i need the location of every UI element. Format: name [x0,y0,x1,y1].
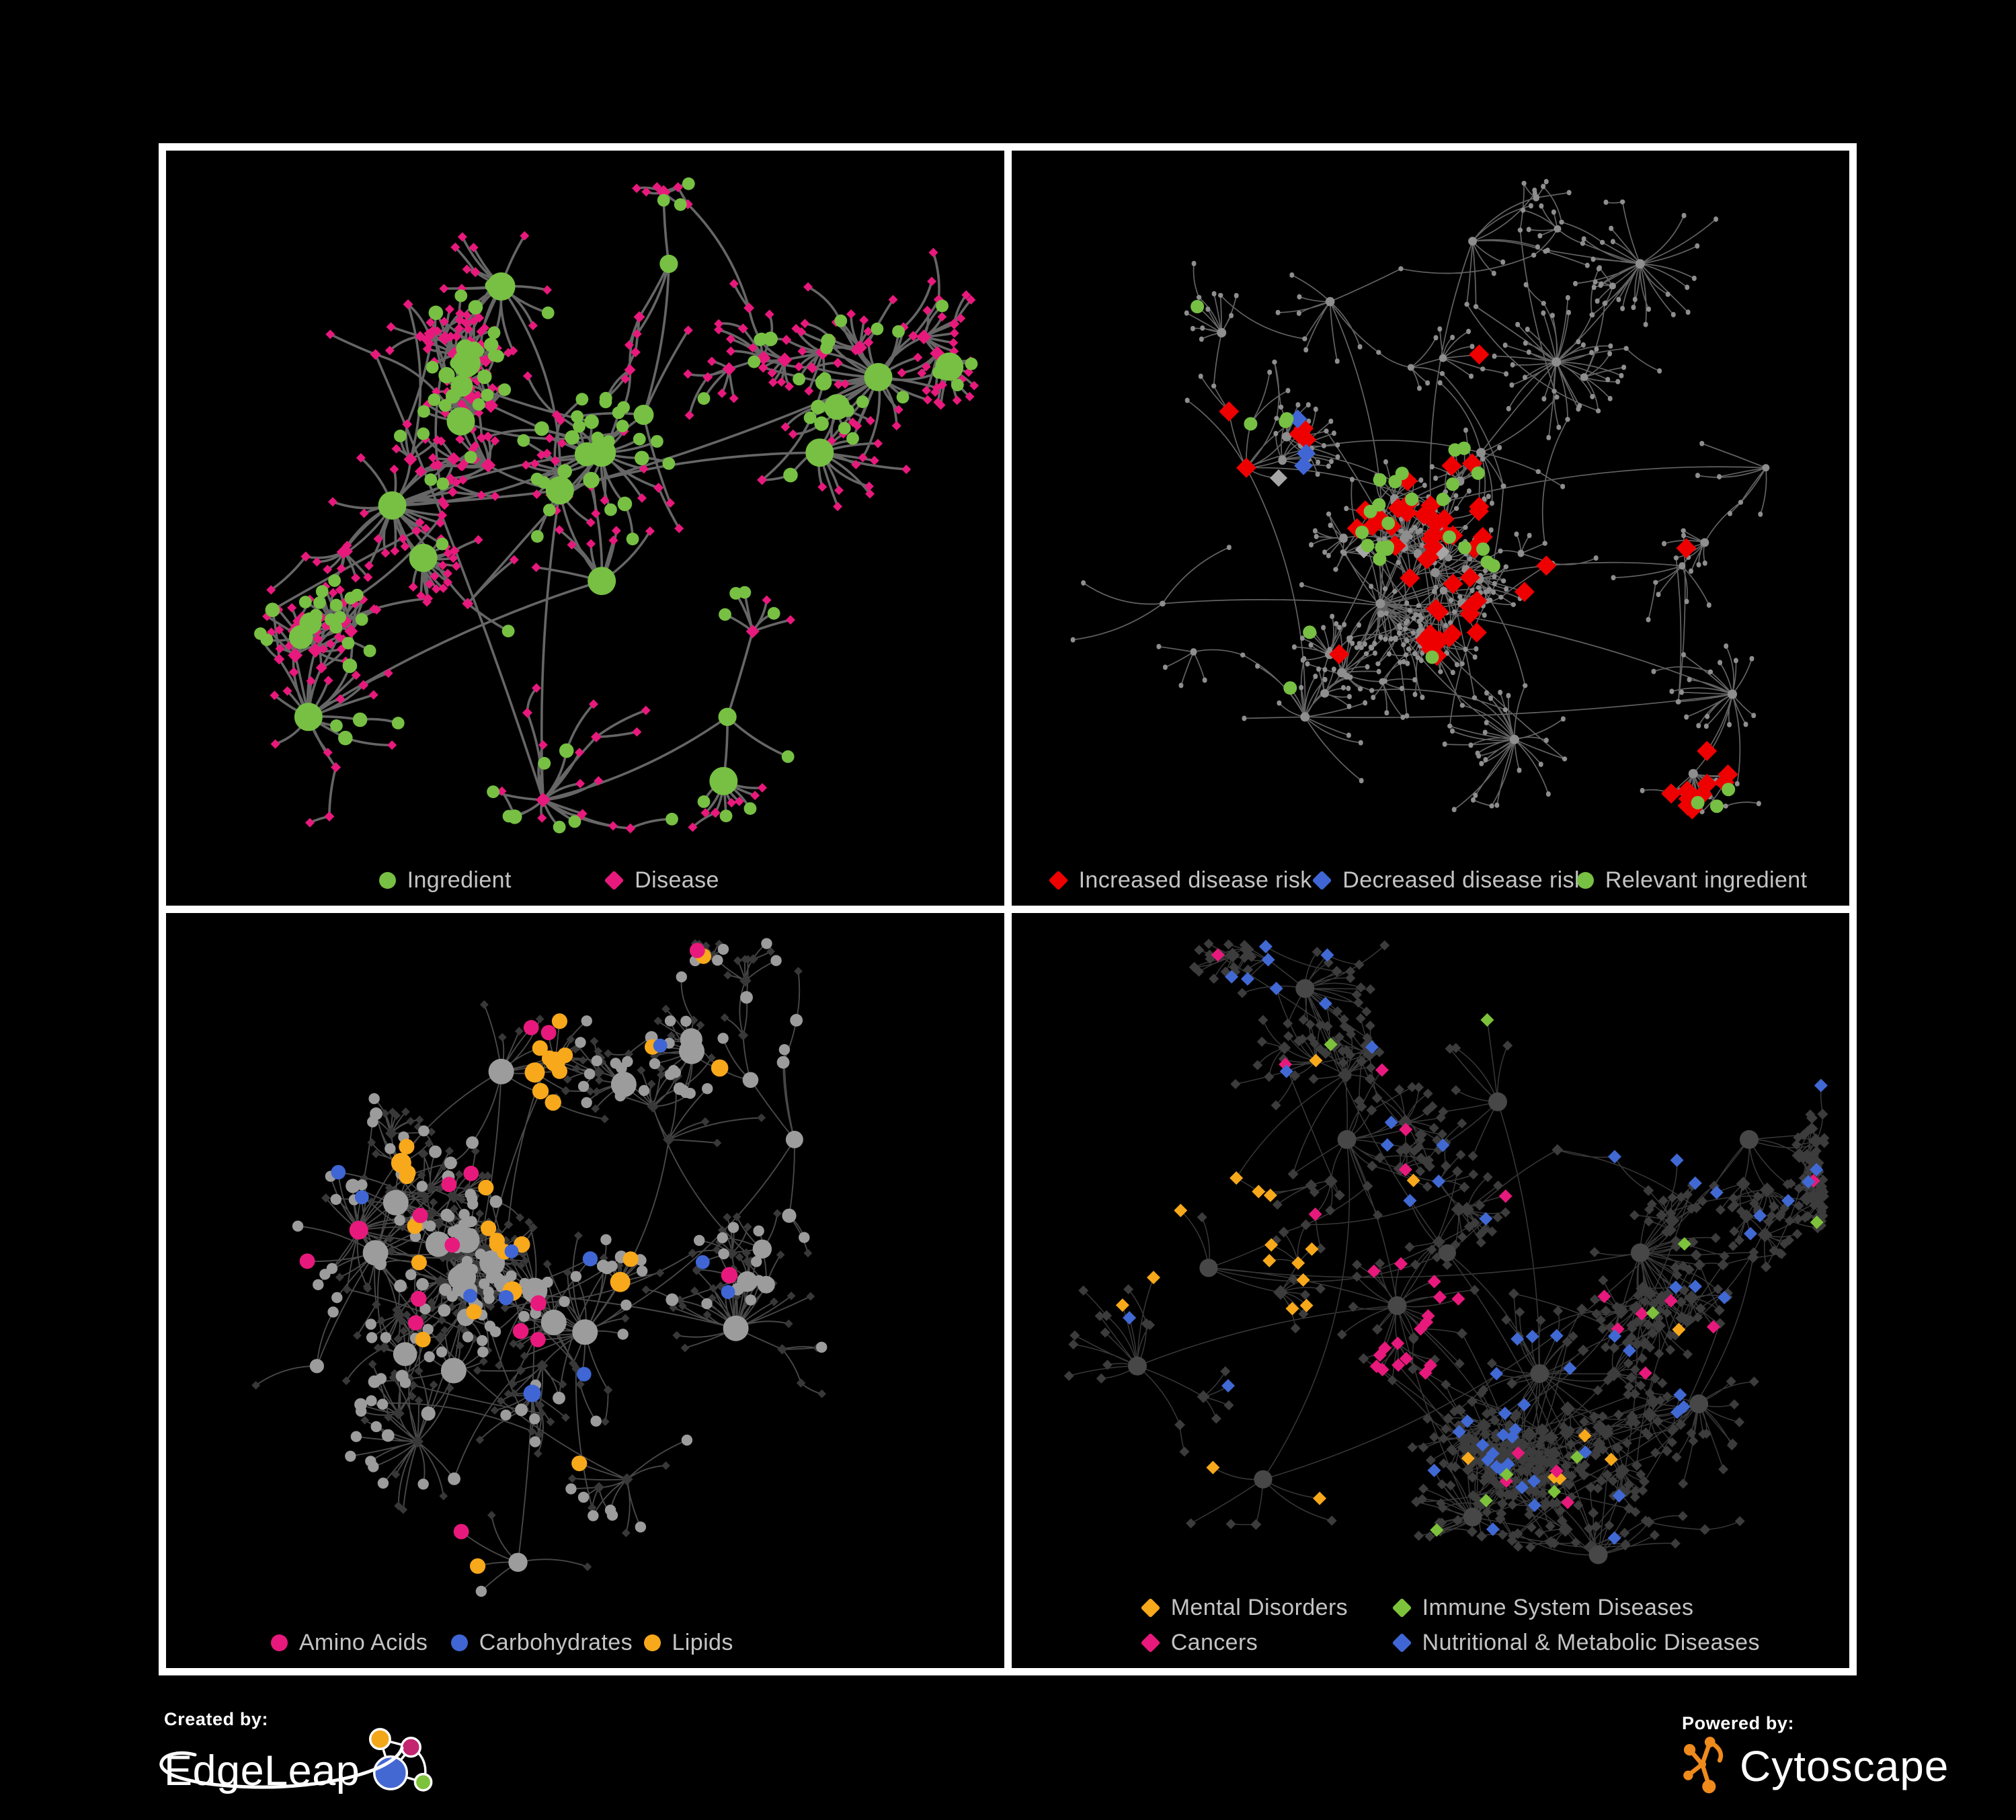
legend-item: Ingredient [378,867,512,894]
cytoscape-wordmark: Cytoscape [1740,1742,1949,1790]
edgeleap-logo [369,1728,433,1792]
diamond-marker-icon [1312,870,1332,891]
legend-item: Mental Disorders [1140,1595,1348,1621]
network-edges [255,943,822,1592]
panel-nutrient-classes: Amino Acids Carbohydrates Lipids [166,913,1004,1668]
edgeleap-node-orange [369,1728,392,1751]
edgeleap-wordmark: EdgeLeap [164,1747,360,1794]
legend-item: Amino Acids [270,1630,428,1656]
network-nodes-d [251,939,826,1571]
legend-label: Lipids [672,1630,733,1655]
diamond-marker-icon [1392,1632,1412,1653]
legend-item: Immune System Diseases [1392,1595,1694,1621]
network-nodes-d [1063,939,1829,1555]
network-graph-disease-classes [1063,939,1829,1565]
legend-item: Decreased disease risk [1312,867,1586,894]
circle-marker-icon [643,1634,661,1651]
legend-item: Nutritional & Metabolic Diseases [1392,1630,1760,1656]
legend-label: Ingredient [407,867,512,893]
circle-marker-icon [378,872,396,889]
legend-label: Relevant ingredient [1605,867,1808,893]
legend-item: Carbohydrates [450,1630,633,1656]
network-nodes-i [292,938,828,1597]
diamond-marker-icon [1048,870,1068,891]
network-nodes-d [262,182,979,834]
legend-item: Cancers [1140,1630,1258,1656]
legend-label: Increased disease risk [1078,867,1312,893]
network-graph-ingredient-disease [254,177,979,834]
legend-item: Relevant ingredient [1576,867,1808,894]
legend-item: Disease [604,867,719,894]
edgeleap-node-blue [373,1755,409,1790]
legend-label: Carbohydrates [479,1630,633,1655]
legend-label: Disease [635,867,719,893]
network-nodes-g [1070,179,1769,815]
powered-by-label: Powered by: [1682,1713,1795,1733]
legend-label: Immune System Diseases [1422,1595,1694,1620]
legend-item: Increased disease risk [1048,867,1312,894]
network-edges [1072,181,1767,813]
network-nodes-i [254,177,978,834]
circle-marker-icon [450,1634,468,1651]
panel-disease-classes: Mental Disorders Immune System Diseases Ca… [1011,913,1849,1668]
created-by-label: Created by: [164,1709,269,1729]
powered-by-block: Powered by: Cytoscape [1682,1713,1964,1814]
diamond-marker-icon [1140,1632,1161,1653]
diamond-marker-icon [1392,1597,1412,1618]
legend-label: Mental Disorders [1170,1595,1348,1620]
diamond-marker-icon [1140,1597,1161,1618]
created-by-block: Created by: EdgeLeap [159,1709,446,1817]
legend-label: Decreased disease risk [1342,867,1586,893]
panels-grid: Ingredient Disease Increased disease risk… [159,143,1857,1675]
legend-label: Cancers [1170,1630,1258,1655]
diamond-marker-icon [604,870,624,891]
circle-marker-icon [270,1634,288,1651]
circle-marker-icon [1576,872,1594,889]
network-graph-disease-risk [1070,179,1769,820]
legend-item: Lipids [643,1630,733,1656]
network-graph-nutrient-classes [251,938,828,1597]
panel-disease-risk: Increased disease risk Decreased disease … [1011,151,1849,906]
edgeleap-node-green [413,1772,433,1792]
network-nodes-blu [1287,409,1316,475]
network-edges [259,182,975,830]
network-nodes-org [391,948,729,1574]
cytoscape-logo [1683,1737,1724,1794]
edgeleap-node-magenta [401,1737,422,1758]
legend-label: Nutritional & Metabolic Diseases [1422,1630,1760,1655]
legend-label: Amino Acids [298,1630,428,1655]
panel-ingredient-disease: Ingredient Disease [166,151,1004,906]
